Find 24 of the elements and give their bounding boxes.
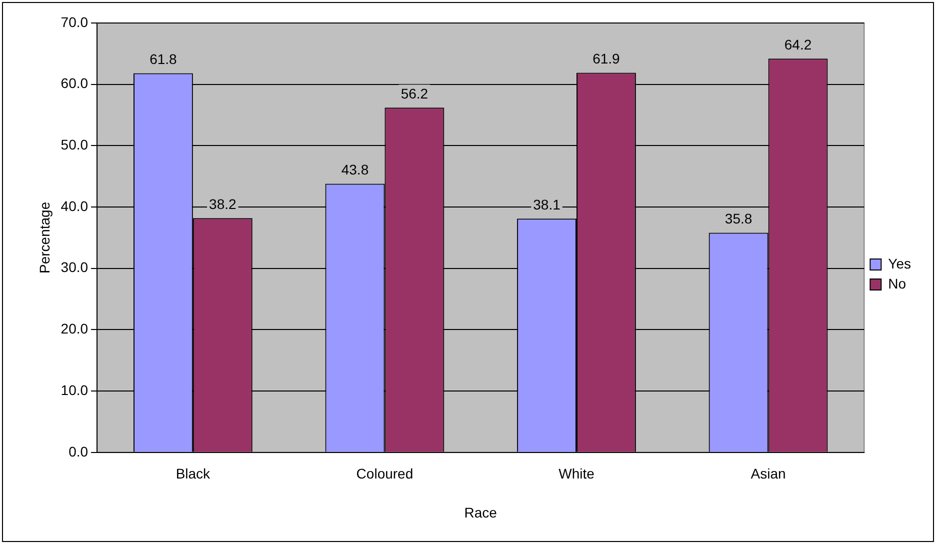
data-label: 35.8 [724, 210, 752, 227]
x-tick-label: Black [176, 466, 212, 482]
data-label: 64.2 [784, 36, 812, 52]
data-label: 61.9 [592, 50, 620, 67]
legend-label: No [888, 275, 906, 292]
y-tick-label: 0.0 [68, 443, 88, 460]
x-tick-label: Coloured [356, 466, 414, 482]
legend-label: Yes [888, 255, 912, 272]
y-tick-label: 30.0 [60, 259, 88, 276]
x-tick-label: Asian [750, 466, 786, 482]
y-tick-label: 20.0 [60, 320, 88, 337]
data-label: 43.8 [341, 162, 369, 178]
data-label: 38.1 [533, 196, 561, 213]
data-label: 38.2 [209, 196, 236, 212]
y-tick-label: 40.0 [60, 198, 88, 214]
data-label: 56.2 [400, 86, 428, 102]
y-tick-label: 50.0 [60, 136, 88, 153]
y-tick-label: 60.0 [60, 75, 88, 92]
data-label: 61.8 [150, 51, 178, 68]
y-axis-title: Percentage [36, 202, 52, 274]
y-tick-label: 10.0 [60, 382, 88, 398]
x-axis-title: Race [464, 504, 498, 520]
y-tick-label: 70.0 [60, 14, 88, 30]
x-tick-label: White [558, 466, 595, 482]
